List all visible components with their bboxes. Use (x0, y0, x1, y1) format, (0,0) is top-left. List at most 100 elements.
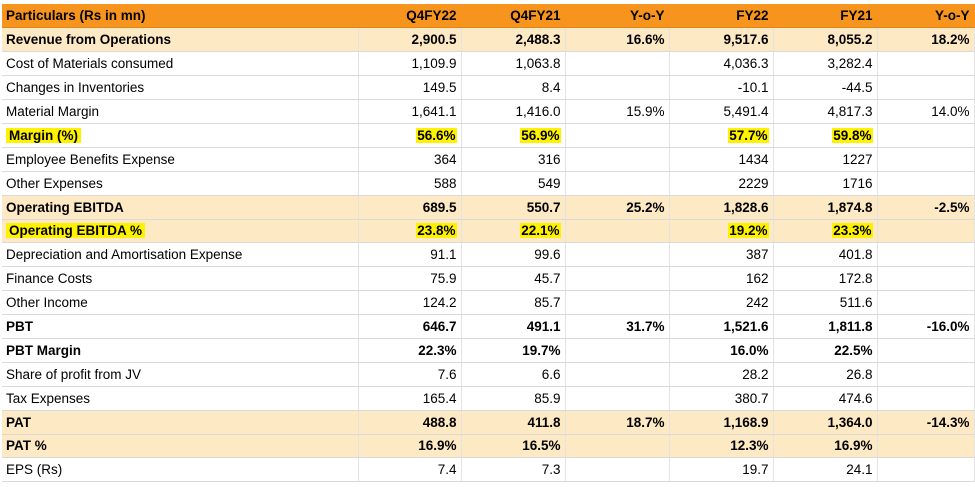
table-cell: 16.6% (565, 27, 670, 53)
row-label: Margin (%) (2, 123, 359, 148)
cell-value: 8,055.2 (827, 32, 873, 48)
cell-value: 56.6% (416, 127, 457, 143)
cell-value: 12.3% (730, 438, 769, 454)
table-cell: 25.2% (565, 195, 670, 220)
table-cell: 7.6 (358, 362, 462, 387)
table-cell: 6.6 (461, 362, 566, 387)
table-row: Operating EBITDA 689.5 550.7 25.2% 1,828.6 1,… (2, 195, 975, 220)
table-cell: 99.6 (461, 242, 566, 268)
row-label: Depreciation and Amortisation Expense (2, 242, 359, 268)
table-cell: 45.7 (461, 266, 566, 292)
cell-value: 2,900.5 (411, 32, 457, 48)
table-header-row: Particulars (Rs in mn) Q4FY22 Q4FY21 Y-o… (2, 4, 975, 29)
cell-value: 411.8 (527, 414, 561, 430)
row-label-text: PBT Margin (6, 342, 82, 358)
table-row: Margin (%) 56.6% 56.9% 57.7% 59.8% (2, 123, 975, 148)
table-cell: 1716 (773, 171, 878, 196)
table-cell: 2,488.3 (461, 27, 566, 53)
table-cell: -44.5 (773, 75, 878, 101)
table-cell: 12.3% (669, 434, 774, 459)
table-row: Other Income 124.2 85.7 242 511.6 (2, 290, 975, 316)
cell-value: 5,491.4 (723, 104, 769, 119)
table-cell: 16.0% (669, 338, 774, 363)
table-cell: 18.2% (877, 27, 975, 53)
table-cell: 242 (669, 290, 774, 316)
table-cell: 57.7% (669, 123, 774, 148)
header-yoy-quarter: Y-o-Y (565, 4, 670, 29)
cell-value: 124.2 (422, 295, 457, 311)
table-cell (565, 290, 670, 316)
table-cell: 1,874.8 (773, 195, 878, 220)
table-cell: 19.2% (669, 219, 774, 244)
header-particulars: Particulars (Rs in mn) (2, 4, 359, 29)
cell-value: 22.3% (418, 342, 457, 358)
table-row: Material Margin 1,641.1 1,416.0 15.9% 5,491.… (2, 99, 975, 124)
row-label-text: Tax Expenses (6, 390, 91, 406)
cell-value: 1,063.8 (515, 56, 561, 72)
table-cell (565, 242, 670, 268)
row-label-text: PBT (6, 319, 33, 335)
table-cell (877, 266, 975, 292)
cell-value: 25.2% (626, 199, 665, 215)
cell-value: 1,416.0 (515, 104, 561, 119)
table-cell: -10.1 (669, 75, 774, 101)
row-label-text: PAT (6, 414, 31, 430)
table-cell: 387 (669, 242, 774, 268)
cell-value: 16.5% (522, 438, 561, 454)
table-cell (877, 242, 975, 268)
row-label-text: Operating EBITDA % (6, 223, 146, 239)
cell-value: 18.7% (626, 414, 665, 430)
row-label: Other Expenses (2, 171, 359, 196)
cell-value: 1,874.8 (827, 199, 873, 215)
row-label-text: Margin (%) (6, 127, 81, 143)
cell-value: 7.6 (437, 366, 457, 382)
cell-value: 16.0% (730, 342, 769, 358)
cell-value: 8.4 (541, 80, 561, 96)
row-label-text: Depreciation and Amortisation Expense (6, 247, 243, 263)
table-cell: 22.5% (773, 338, 878, 363)
table-cell: 2,900.5 (358, 27, 462, 53)
row-label: PAT % (2, 434, 359, 459)
table-cell (877, 75, 975, 101)
table-cell: 124.2 (358, 290, 462, 316)
table-row: Share of profit from JV 7.6 6.6 28.2 26.8 (2, 362, 975, 387)
row-label-text: Finance Costs (6, 271, 93, 287)
table-cell: 85.7 (461, 290, 566, 316)
cell-value: 15.9% (626, 104, 665, 119)
cell-value: 549 (537, 175, 561, 191)
cell-value: 7.4 (437, 462, 457, 478)
cell-value: 316 (537, 151, 561, 167)
table-cell (565, 434, 670, 459)
cell-value: 491.1 (526, 319, 561, 335)
cell-value: 1,828.6 (723, 199, 769, 215)
table-cell: 16.5% (461, 434, 566, 459)
cell-value: 16.9% (834, 438, 873, 454)
table-cell (877, 434, 975, 459)
cell-value: 149.5 (422, 80, 457, 96)
table-row: Cost of Materials consumed 1,109.9 1,063.8… (2, 51, 975, 77)
table-body: Revenue from Operations 2,900.5 2,488.3 16.… (2, 27, 975, 483)
table-cell (565, 386, 670, 411)
cell-value: 1,521.6 (723, 319, 769, 335)
cell-value: 23.8% (416, 223, 457, 239)
table-cell: 162 (669, 266, 774, 292)
table-cell: -14.3% (877, 410, 975, 435)
cell-value: 646.7 (422, 319, 457, 335)
cell-value: 172.8 (838, 271, 873, 287)
row-label-text: Cost of Materials consumed (6, 56, 174, 72)
row-label: Operating EBITDA % (2, 219, 359, 244)
table-cell: 1,641.1 (358, 99, 462, 124)
table-cell: 380.7 (669, 386, 774, 411)
table-cell: 85.9 (461, 386, 566, 411)
table-cell: 1434 (669, 147, 774, 172)
cell-value: -16.0% (926, 319, 970, 335)
table-cell: 7.3 (461, 457, 566, 483)
row-label: Share of profit from JV (2, 362, 359, 387)
cell-value: 401.8 (838, 247, 873, 263)
cell-value: 387 (745, 247, 769, 263)
cell-value: 689.5 (422, 199, 457, 215)
table-row: Employee Benefits Expense 364 316 1434 1227 (2, 147, 975, 172)
table-cell: 689.5 (358, 195, 462, 220)
cell-value: 2229 (738, 175, 769, 191)
cell-value: 550.7 (526, 199, 561, 215)
